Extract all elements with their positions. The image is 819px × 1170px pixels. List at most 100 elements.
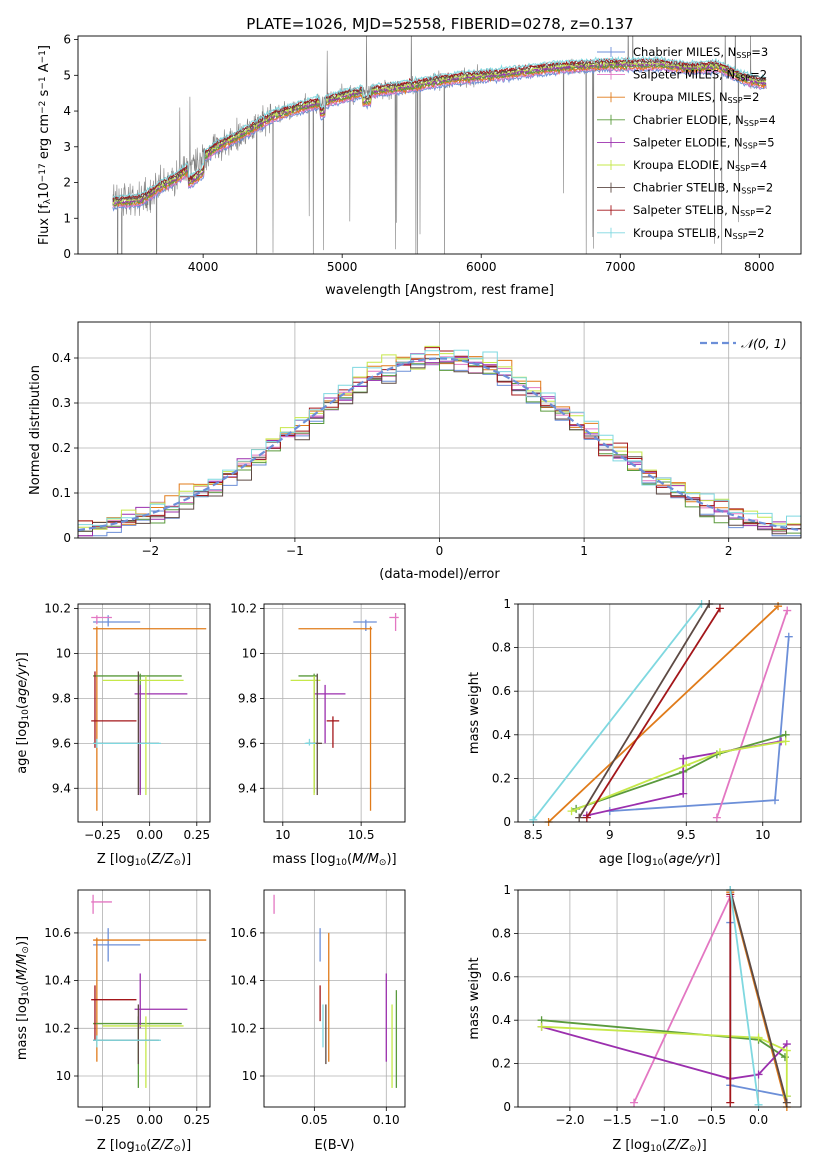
- y-tick-label: 10.4: [230, 974, 257, 988]
- y-tick-label: 0: [503, 1100, 511, 1114]
- panel-age_vs_mass: 10 10.5 9.4 9.6 9.8 10 10.2 mass [log10(M/M⊙)]: [230, 601, 406, 868]
- legend-entry-label: Kroupa ELODIE, NSSP=4: [633, 158, 767, 173]
- weight-marker: [630, 1098, 639, 1107]
- gaussian-curve-line: [77, 357, 802, 532]
- y-tick-label: 9.8: [238, 691, 257, 705]
- weight-marker: [754, 1100, 763, 1109]
- y-tick-label: 0.2: [492, 1057, 511, 1071]
- x-axis-label: (data-model)/error: [379, 567, 500, 582]
- axes-frame: [77, 321, 802, 539]
- y-tick-label: 1: [503, 597, 511, 611]
- x-axis-label: wavelength [Angstrom, rest frame]: [325, 283, 554, 298]
- x-axis-label: mass [log10(M/M⊙)]: [272, 852, 396, 868]
- y-tick-label: 9.4: [238, 781, 257, 795]
- y-tick-label: 0.2: [52, 441, 71, 455]
- y-tick-label: 0.8: [492, 641, 511, 655]
- model-spectrum-line: [112, 55, 767, 199]
- weight-marker: [782, 1098, 791, 1107]
- panel-weight_vs_Z: −2.0 −1.5 −1.0 −0.5 0.0 0 0.2 0.4 0.6 0.8 1 mass we…: [467, 883, 802, 1154]
- x-tick-label: 5000: [327, 260, 358, 274]
- weight-marker: [582, 813, 591, 822]
- weight-marker: [679, 754, 688, 763]
- weight-marker: [567, 807, 576, 816]
- y-tick-label: 9.6: [238, 736, 257, 750]
- y-tick-label: 10.2: [44, 1021, 71, 1035]
- x-tick-label: 9.5: [677, 828, 696, 842]
- x-tick-label: 8000: [744, 260, 775, 274]
- y-tick-label: 3: [63, 140, 71, 154]
- weight-marker: [715, 604, 724, 613]
- y-tick-label: 10.2: [44, 601, 71, 615]
- y-tick-label: 9.4: [52, 781, 71, 795]
- y-tick-label: 0.4: [492, 1013, 511, 1027]
- weight-marker: [770, 796, 779, 805]
- x-tick-label: −1.0: [650, 1113, 679, 1127]
- y-axis-label: age [log10(age/yr)]: [15, 652, 31, 774]
- x-tick-label: 7000: [605, 260, 636, 274]
- weight-series-line: [547, 605, 779, 822]
- x-tick-label: 0.05: [301, 1113, 328, 1127]
- legend-entry-label: Salpeter STELIB, NSSP=2: [633, 203, 772, 218]
- x-tick-label: 0.0: [749, 1113, 768, 1127]
- weight-marker: [774, 602, 783, 611]
- y-tick-label: 10.2: [230, 1021, 257, 1035]
- y-tick-label: 1: [63, 211, 71, 225]
- y-tick-label: 9.8: [52, 691, 71, 705]
- legend-entry-label: Kroupa MILES, NSSP=2: [633, 90, 759, 105]
- x-tick-label: 9: [606, 828, 614, 842]
- y-tick-label: 10.4: [44, 974, 71, 988]
- y-tick-label: 9.6: [52, 736, 71, 750]
- y-tick-label: 10.6: [230, 926, 257, 940]
- weight-marker: [529, 815, 538, 824]
- panel-age_vs_Z: −0.25 0.00 0.25 9.4 9.6 9.8 10 10.2 Z [log10(Z/Z…: [15, 601, 211, 868]
- y-tick-label: 4: [63, 104, 71, 118]
- x-tick-label: −1.5: [602, 1113, 631, 1127]
- weight-marker: [754, 1070, 763, 1079]
- y-tick-label: 6: [63, 33, 71, 47]
- weight-series-line: [633, 896, 732, 1104]
- y-axis-label: mass weight: [467, 672, 482, 754]
- axes-frame: [263, 889, 406, 1108]
- axes-frame: [77, 889, 211, 1108]
- x-tick-label: 2: [725, 544, 733, 558]
- panel-mass_vs_EBV: 0.05 0.10 10 10.2 10.4 10.6 E(B-V): [230, 889, 406, 1153]
- y-tick-label: 0.1: [52, 486, 71, 500]
- x-tick-label: 10: [755, 828, 770, 842]
- legend-entry-label: Chabrier STELIB, NSSP=2: [633, 181, 773, 196]
- x-axis-label: Z [log10(Z/Z⊙)]: [97, 1138, 191, 1154]
- axes-frame: [517, 889, 802, 1108]
- panel-mass_vs_Z: −0.25 0.00 0.25 10 10.2 10.4 10.6 Z [log10(Z/Z⊙…: [15, 889, 211, 1154]
- y-tick-label: 10: [242, 1069, 257, 1083]
- weight-series-line: [729, 890, 760, 1105]
- x-tick-label: 0.25: [183, 1113, 210, 1127]
- x-tick-label: −0.5: [697, 1113, 726, 1127]
- y-tick-label: 10.2: [230, 601, 257, 615]
- y-axis-label: Flux [fλ10−17 erg cm−2 s−1 A−1]: [37, 45, 53, 245]
- x-tick-label: 10.5: [348, 828, 375, 842]
- weight-marker: [784, 632, 793, 641]
- x-tick-label: 8.5: [524, 828, 543, 842]
- x-axis-label: E(B-V): [314, 1138, 354, 1153]
- y-tick-label: 0.6: [492, 970, 511, 984]
- y-tick-label: 0: [63, 247, 71, 261]
- weight-series-line: [575, 733, 786, 810]
- model-spectrum-line: [112, 61, 766, 207]
- y-tick-label: 10: [56, 646, 71, 660]
- weight-marker: [783, 606, 792, 615]
- weight-series-line: [541, 1025, 788, 1097]
- y-tick-label: 0.4: [52, 351, 71, 365]
- legend-spectrum: Chabrier MILES, NSSP=3 Salpeter MILES, NS…: [597, 45, 776, 241]
- weight-marker: [715, 748, 724, 757]
- x-tick-label: −2.0: [555, 1113, 584, 1127]
- axes-frame: [517, 603, 802, 823]
- y-tick-label: 0.4: [492, 728, 511, 742]
- panel-weight_vs_age: 8.5 9 9.5 10 0 0.2 0.4 0.6 0.8 1 mass weight age [l…: [467, 597, 802, 868]
- legend-entry-label: 𝒩(0, 1): [741, 336, 787, 351]
- weight-marker: [575, 813, 584, 822]
- x-tick-label: −0.25: [84, 828, 121, 842]
- y-tick-label: 1: [503, 883, 511, 897]
- y-tick-label: 10.6: [44, 926, 71, 940]
- x-tick-label: −2: [141, 544, 159, 558]
- weight-marker: [782, 1046, 791, 1055]
